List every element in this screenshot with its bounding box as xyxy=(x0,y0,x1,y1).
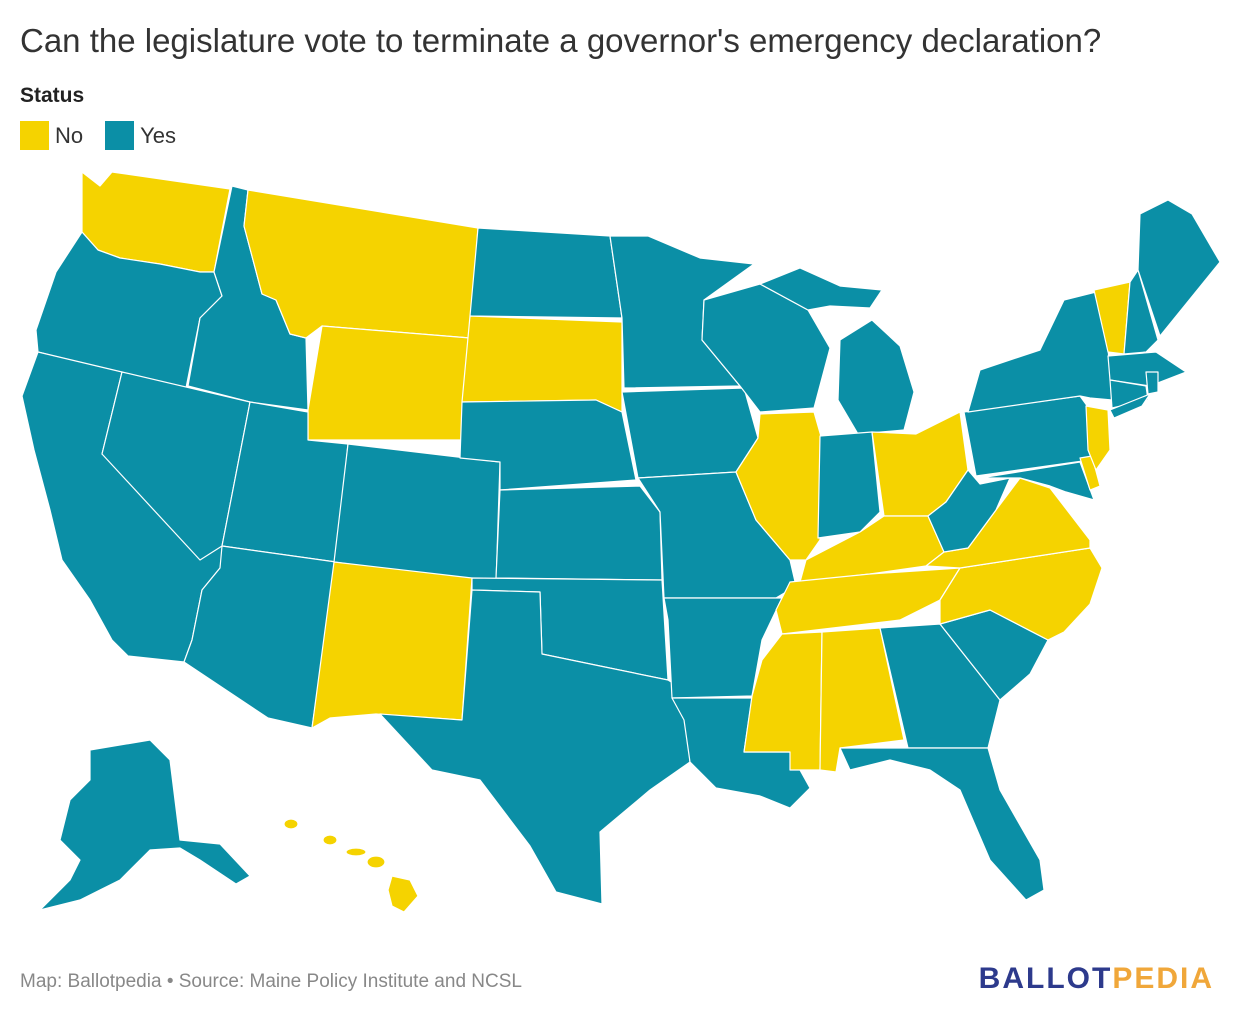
state-new-york xyxy=(967,291,1113,413)
state-colorado xyxy=(333,443,501,585)
state-north-dakota xyxy=(469,227,623,319)
state-tennessee xyxy=(775,567,961,635)
ballotpedia-logo: BALLOTPEDIA xyxy=(979,962,1214,996)
legend-swatch-yes xyxy=(105,121,135,150)
legend: No Yes xyxy=(20,121,198,150)
state-georgia xyxy=(879,623,1001,749)
state-texas xyxy=(379,589,691,905)
map-title: Can the legislature vote to terminate a … xyxy=(20,22,1102,59)
state-maryland xyxy=(979,461,1095,501)
legend-swatch-no xyxy=(20,121,49,150)
state-michigan-upper xyxy=(759,267,883,311)
source-footer: Map: Ballotpedia • Source: Maine Policy … xyxy=(20,971,522,992)
state-new-jersey xyxy=(1085,405,1111,471)
state-west-virginia xyxy=(927,469,1011,553)
state-wyoming xyxy=(307,325,471,441)
state-delaware xyxy=(1079,455,1101,491)
state-florida xyxy=(839,747,1045,901)
legend-item-yes: Yes xyxy=(105,121,176,150)
legend-label-no: No xyxy=(55,122,84,148)
legend-title: Status xyxy=(20,84,85,107)
logo-part-pedia: PEDIA xyxy=(1112,962,1214,995)
state-kansas xyxy=(495,485,663,581)
state-new-hampshire xyxy=(1123,269,1159,355)
state-indiana xyxy=(817,431,881,539)
state-maine xyxy=(1137,199,1221,337)
state-rhode-island xyxy=(1145,371,1159,395)
state-nebraska xyxy=(459,399,637,491)
state-michigan xyxy=(837,319,915,435)
legend-item-no: No xyxy=(20,121,83,150)
state-illinois xyxy=(735,411,823,561)
state-alaska xyxy=(39,739,251,911)
state-new-york-long-island xyxy=(1109,393,1151,419)
state-massachusetts xyxy=(1107,351,1187,387)
state-hawaii xyxy=(283,818,419,913)
logo-part-ballot: BALLOT xyxy=(978,962,1113,995)
state-nevada xyxy=(101,371,251,561)
legend-label-yes: Yes xyxy=(140,122,177,148)
state-new-mexico xyxy=(311,561,473,729)
state-iowa xyxy=(621,387,759,479)
state-north-carolina xyxy=(939,547,1103,641)
state-south-dakota xyxy=(461,315,623,413)
